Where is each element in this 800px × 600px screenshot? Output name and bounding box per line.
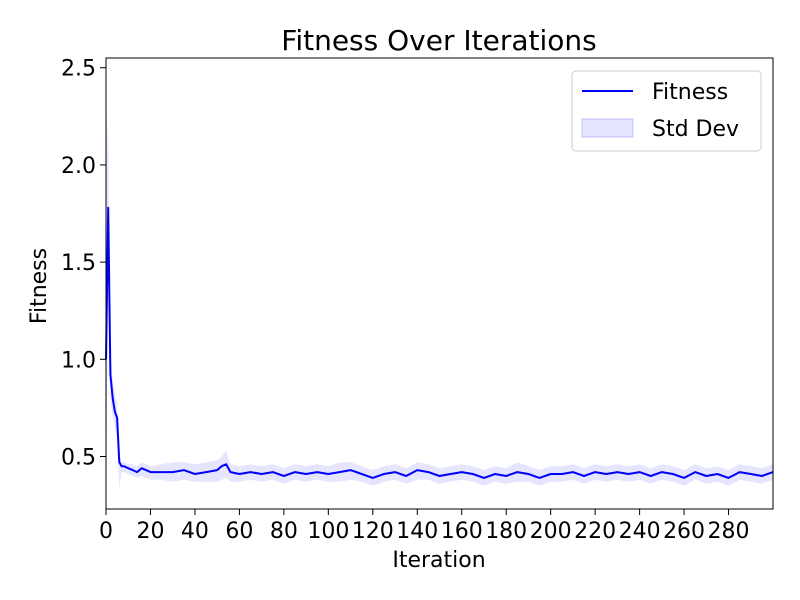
y-tick-label: 2.0 — [61, 154, 96, 179]
x-tick-label: 140 — [396, 519, 438, 544]
legend-std-dev-swatch — [581, 118, 634, 138]
chart-title: Fitness Over Iterations — [281, 24, 596, 57]
x-tick-label: 120 — [352, 519, 394, 544]
legend: Fitness Std Dev — [571, 70, 762, 152]
y-tick-label: 0.5 — [61, 446, 96, 471]
y-tick-label: 1.0 — [61, 348, 96, 373]
y-axis: 0.5 1.0 1.5 2.0 2.5 — [61, 57, 106, 471]
x-tick-label: 280 — [708, 519, 750, 544]
legend-fitness-label: Fitness — [652, 80, 728, 105]
std-dev-band — [106, 106, 773, 515]
x-tick-label: 160 — [441, 519, 483, 544]
y-axis-label: Fitness — [27, 248, 52, 324]
x-tick-label: 200 — [530, 519, 572, 544]
x-tick-label: 60 — [225, 519, 253, 544]
fitness-line — [105, 206, 774, 479]
legend-std-dev-label: Std Dev — [652, 117, 739, 142]
x-tick-label: 20 — [136, 519, 164, 544]
plot-area — [105, 57, 774, 515]
x-tick-label: 180 — [485, 519, 527, 544]
x-tick-label: 0 — [99, 519, 113, 544]
plot-frame — [105, 57, 774, 510]
x-tick-label: 260 — [663, 519, 705, 544]
x-tick-label: 240 — [619, 519, 661, 544]
x-tick-label: 80 — [270, 519, 298, 544]
x-axis-label: Iteration — [392, 548, 485, 573]
x-axis: 0 20 40 60 80 100 120 140 160 180 200 220 240 260 280 — [99, 509, 750, 544]
x-tick-label: 100 — [307, 519, 349, 544]
x-tick-label: 40 — [181, 519, 209, 544]
std-dev-band-layer — [106, 106, 773, 515]
fitness-line-layer — [105, 206, 774, 479]
y-tick-label: 2.5 — [61, 57, 96, 82]
y-tick-label: 1.5 — [61, 251, 96, 276]
x-tick-label: 220 — [574, 519, 616, 544]
